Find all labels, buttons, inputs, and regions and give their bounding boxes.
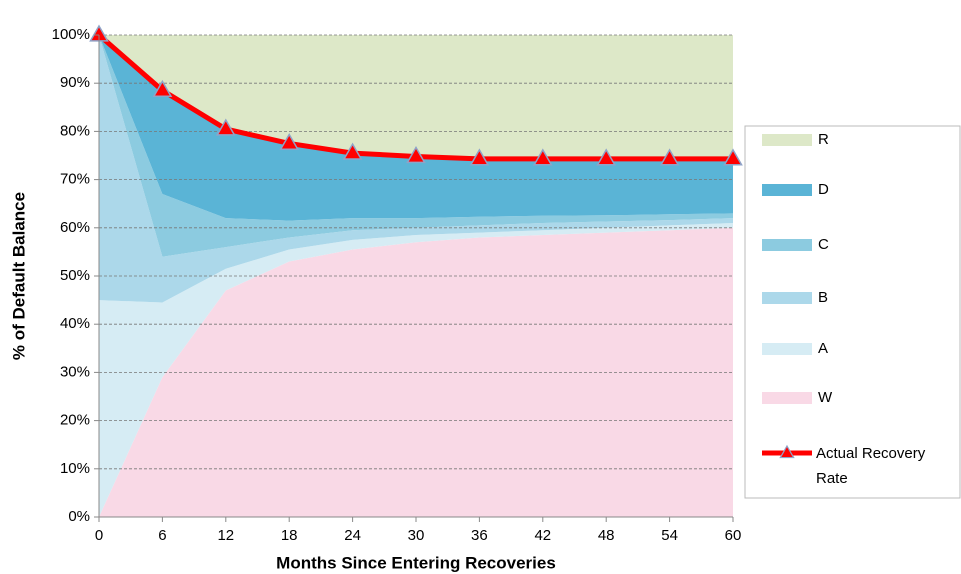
legend-swatch [762,239,812,251]
marker [469,148,490,166]
x-tick-label: 12 [217,527,234,544]
lines [89,24,743,166]
x-tick-label: 6 [158,527,166,544]
marker [596,148,617,166]
legend-swatch [762,343,812,355]
legend-label: C [818,236,829,253]
y-tick-label: 100% [52,26,90,43]
area-c [99,35,733,257]
legend-label: W [818,389,833,406]
marker [406,145,426,164]
legend-label: R [818,131,829,148]
x-tick-label: 24 [344,527,361,544]
marker [532,148,553,166]
legend-marker [779,444,795,459]
marker [279,132,300,151]
x-axis-title: Months Since Entering Recoveries [276,553,556,572]
y-tick-label: 0% [68,508,90,525]
area-b [99,35,733,303]
legend-label: D [818,181,829,198]
grid [99,34,733,470]
legend-label: Actual Recovery Rate [816,445,926,487]
legend-swatch [762,184,812,196]
marker [152,79,173,98]
y-tick-label: 60% [60,219,90,236]
x-tick-label: 30 [408,527,425,544]
x-tick-label: 0 [95,527,103,544]
legend-label: B [818,289,828,306]
x-tick-label: 42 [534,527,551,544]
y-axis-title: % of Default Balance [9,192,28,360]
y-tick-label: 90% [60,74,90,91]
x-tick-label: 36 [471,527,488,544]
x-tick-label: 60 [725,527,742,544]
marker [659,148,680,166]
area-d [99,35,733,221]
marker [723,148,743,166]
marker [215,118,236,136]
y-tick-label: 70% [60,171,90,188]
legend-label-box: Actual Recovery Rate [816,445,926,487]
legend-swatch [762,292,812,304]
y-tick-label: 50% [60,267,90,284]
y-tick-label: 40% [60,315,90,332]
legend-swatch [762,134,812,146]
y-tick-label: 20% [60,412,90,429]
y-tick-label: 80% [60,122,90,139]
legend-swatch [762,392,812,404]
y-tick-label: 10% [60,460,90,477]
y-tick-label: 30% [60,363,90,380]
x-tick-label: 48 [598,527,615,544]
x-tick-label: 18 [281,527,298,544]
legend-label: A [818,340,828,357]
marker [342,142,363,160]
x-tick-label: 54 [661,527,678,544]
area-r [99,35,733,159]
